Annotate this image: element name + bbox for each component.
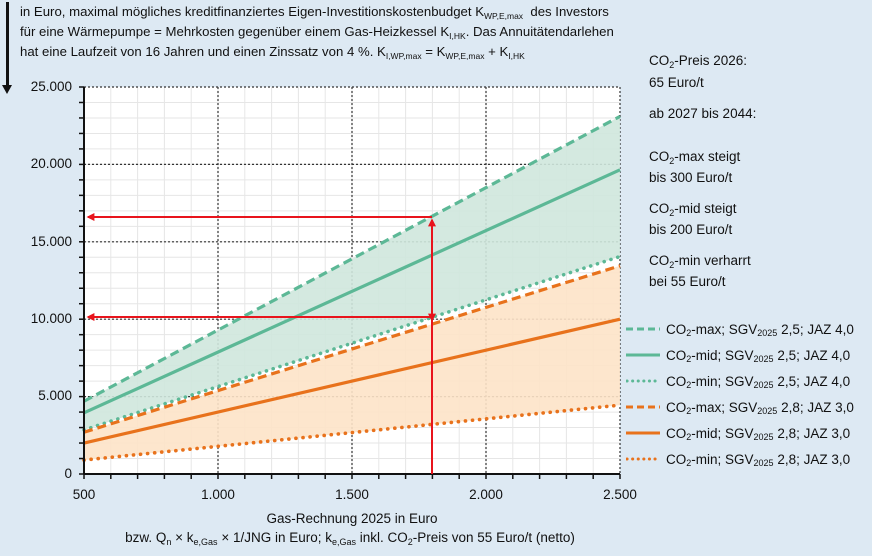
green-dashed-line-icon bbox=[626, 327, 660, 331]
note-period: ab 2027 bis 2044: bbox=[649, 106, 757, 121]
arrow-down-icon bbox=[2, 85, 12, 94]
x-tick-500: 500 bbox=[72, 487, 96, 502]
y-tick-10000: 10.000 bbox=[30, 311, 72, 326]
note-co2-max: CO2-max steigt bbox=[649, 149, 741, 166]
y-tick-25000: 25.000 bbox=[30, 79, 72, 94]
legend: CO2-max; SGV2025 2,5; JAZ 4,0 CO2-mid; S… bbox=[626, 316, 854, 472]
x-axis-subtitle: bzw. Qn × ke,Gas × 1/JNG in Euro; ke,Gas… bbox=[125, 530, 575, 547]
legend-item-orange-mid: CO2-mid; SGV2025 2,8; JAZ 3,0 bbox=[626, 420, 854, 446]
orange-dotted-line-icon bbox=[626, 457, 660, 461]
x-tick-2000: 2.000 bbox=[469, 487, 503, 502]
legend-item-green-max: CO2-max; SGV2025 2,5; JAZ 4,0 bbox=[626, 316, 854, 342]
y-axis-direction-bar bbox=[6, 2, 9, 87]
x-axis-title: Gas-Rechnung 2025 in Euro bbox=[266, 511, 438, 526]
green-dotted-line-icon bbox=[626, 379, 660, 383]
note-co2-min-value: bei 55 Euro/t bbox=[649, 274, 726, 289]
note-co2-2026: CO2-Preis 2026: bbox=[649, 53, 748, 70]
legend-item-orange-min: CO2-min; SGV2025 2,8; JAZ 3,0 bbox=[626, 446, 854, 472]
series-lines bbox=[82, 114, 622, 462]
y-tick-20000: 20.000 bbox=[30, 156, 72, 171]
series-line-5 bbox=[82, 403, 622, 462]
note-co2-mid: CO2-mid steigt bbox=[649, 201, 737, 218]
y-tick-0: 0 bbox=[64, 466, 72, 481]
note-co2-mid-value: bis 200 Euro/t bbox=[649, 222, 733, 237]
x-tick-1000: 1.000 bbox=[201, 487, 235, 502]
series-line-4 bbox=[83, 317, 621, 445]
legend-item-green-min: CO2-min; SGV2025 2,5; JAZ 4,0 bbox=[626, 368, 854, 394]
series-line-0 bbox=[83, 114, 621, 403]
series-line-1 bbox=[83, 168, 621, 415]
note-co2-2026-value: 65 Euro/t bbox=[649, 75, 704, 90]
note-co2-min: CO2-min verharrt bbox=[649, 253, 751, 270]
orange-solid-line-icon bbox=[626, 431, 660, 435]
note-co2-max-value: bis 300 Euro/t bbox=[649, 170, 733, 185]
legend-item-orange-max: CO2-max; SGV2025 2,8; JAZ 3,0 bbox=[626, 394, 854, 420]
orange-dashed-line-icon bbox=[626, 405, 660, 409]
x-tick-2500: 2.500 bbox=[603, 487, 637, 502]
green-solid-line-icon bbox=[626, 353, 660, 357]
y-tick-5000: 5.000 bbox=[38, 388, 72, 403]
legend-item-green-mid: CO2-mid; SGV2025 2,5; JAZ 4,0 bbox=[626, 342, 854, 368]
x-tick-1500: 1.500 bbox=[335, 487, 369, 502]
chart-description: in Euro, maximal mögliches kreditfinanzi… bbox=[20, 4, 614, 61]
y-tick-15000: 15.000 bbox=[30, 234, 72, 249]
axis-ticks bbox=[79, 86, 621, 479]
series-line-3 bbox=[83, 264, 621, 434]
series-line-2 bbox=[82, 254, 622, 432]
